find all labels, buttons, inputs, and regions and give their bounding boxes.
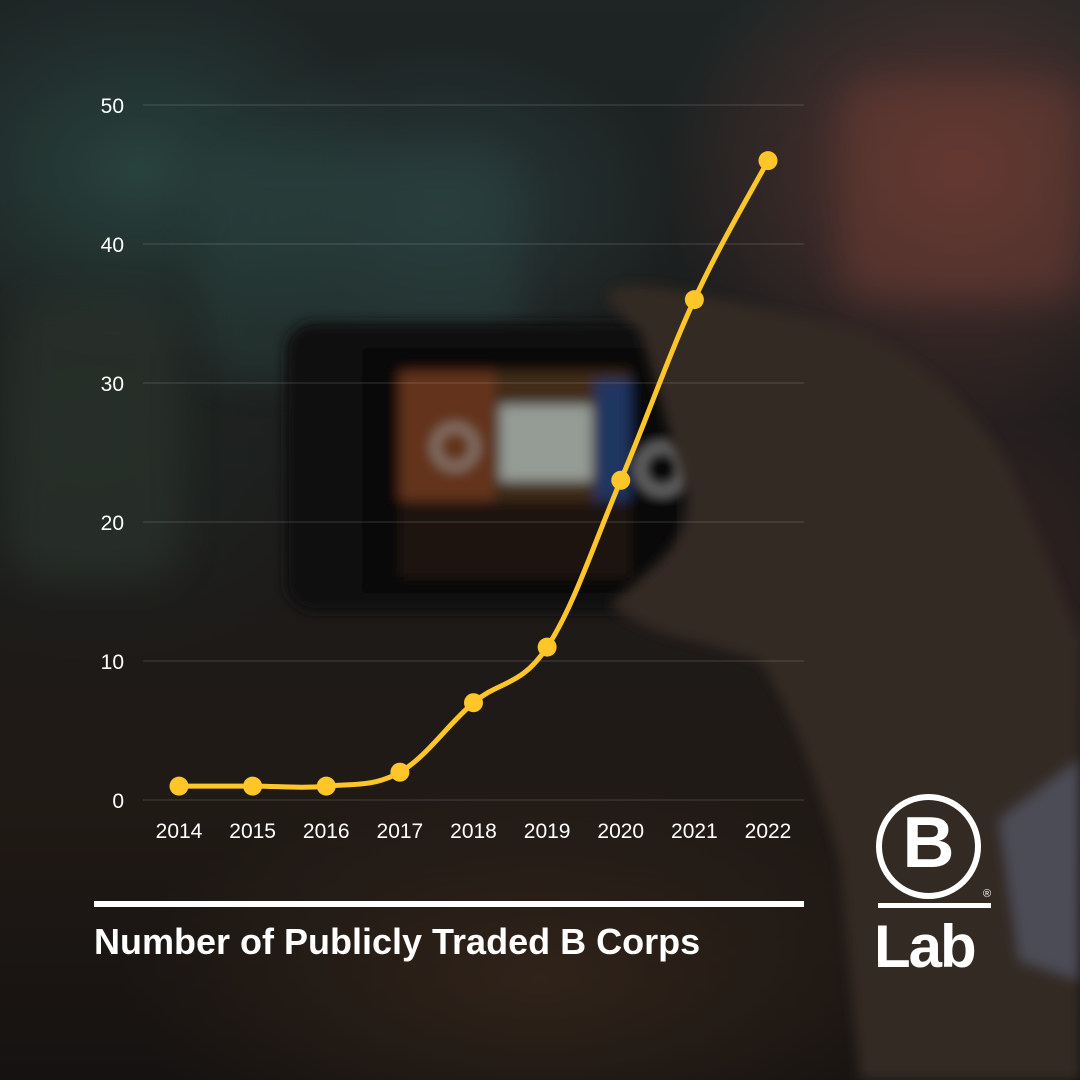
background-panel	[840, 80, 1080, 300]
data-point	[316, 776, 336, 796]
logo-word: Lab	[874, 913, 977, 980]
y-tick-label: 50	[101, 95, 124, 118]
y-tick-label: 10	[101, 651, 124, 674]
title-rule	[94, 901, 804, 907]
x-tick-label: 2021	[671, 820, 718, 843]
data-point	[611, 470, 631, 490]
data-point	[390, 762, 410, 782]
x-tick-label: 2017	[377, 820, 424, 843]
series-line	[176, 158, 771, 790]
data-point	[684, 290, 704, 310]
x-tick-label: 2019	[524, 820, 571, 843]
y-tick-label: 0	[112, 790, 124, 813]
data-point	[758, 151, 778, 171]
background-panel	[10, 300, 180, 580]
x-tick-label: 2015	[229, 820, 276, 843]
data-point	[537, 637, 557, 657]
logo-rule	[878, 903, 991, 908]
data-point	[464, 693, 483, 713]
phone	[285, 322, 750, 612]
x-tick-label: 2014	[156, 820, 203, 843]
data-point	[243, 776, 263, 796]
logo-letter: B	[902, 803, 955, 883]
y-tick-label: 30	[101, 373, 124, 396]
x-tick-label: 2018	[450, 820, 497, 843]
chart-title: Number of Publicly Traded B Corps	[94, 921, 701, 962]
x-tick-label: 2020	[597, 820, 644, 843]
data-point	[169, 776, 189, 796]
x-tick-label: 2016	[303, 820, 350, 843]
registered-mark: ®	[983, 888, 992, 900]
y-tick-label: 40	[101, 234, 124, 257]
y-tick-label: 20	[101, 512, 124, 535]
logo-circle	[876, 794, 981, 899]
b-lab-logo: B ® Lab	[870, 790, 1010, 990]
x-tick-label: 2022	[745, 820, 792, 843]
